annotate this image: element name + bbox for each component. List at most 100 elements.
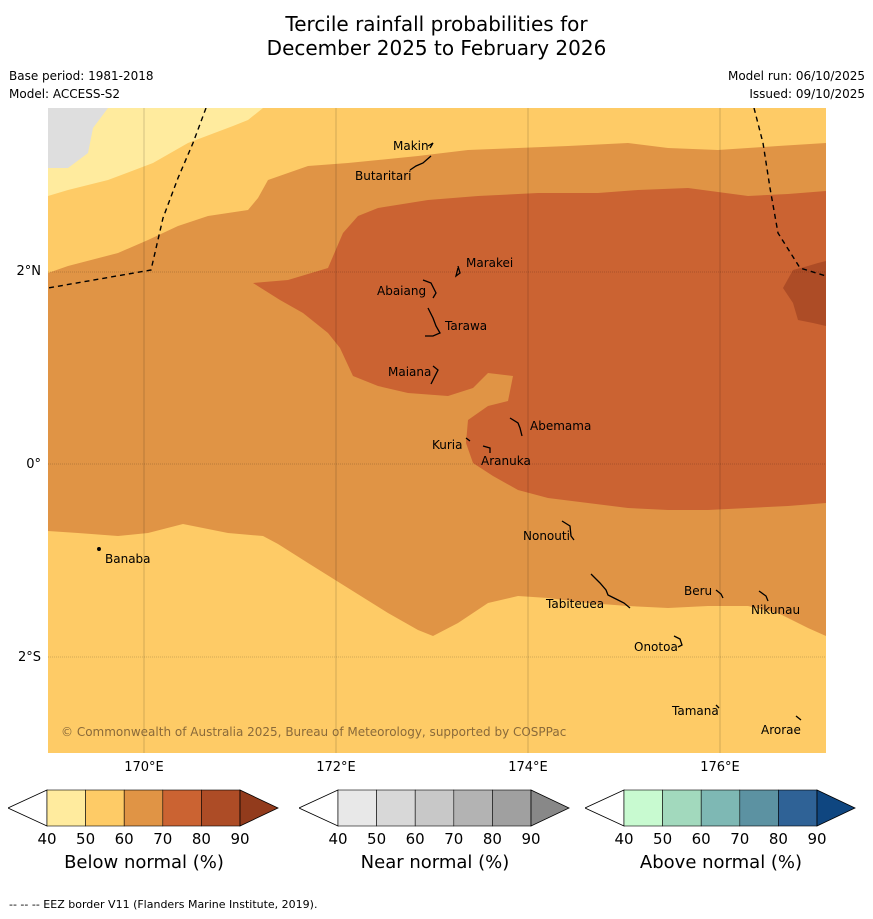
colorbar-near-normal: 40 50 60 70 80 90: [299, 789, 570, 848]
maiana-island: [430, 365, 439, 385]
nonouti-island: [561, 520, 575, 541]
colorbar-segment: [492, 789, 532, 827]
aranuka-island: [482, 445, 491, 453]
place-label-tabiteuea: Tabiteuea: [545, 597, 604, 611]
region-near-normal: [48, 108, 108, 168]
colorbar-extend-low: [299, 789, 339, 827]
chart-title: Tercile rainfall probabilities for Decem…: [0, 12, 873, 60]
place-label-marakei: Marakei: [466, 256, 513, 270]
place-label-nikunau: Nikunau: [751, 603, 800, 617]
colorbar-segment: [453, 789, 493, 827]
lat-label-2s: 2°S: [17, 650, 41, 665]
place-label-tarawa: Tarawa: [444, 319, 487, 333]
region-below-80-90: [783, 261, 826, 326]
colorbar-tick-label: 70: [730, 830, 749, 848]
colorbar-tick-label: 80: [769, 830, 788, 848]
colorbar-below-normal: 40 50 60 70 80 90: [8, 789, 279, 848]
colorbar-tick-label: 50: [76, 830, 95, 848]
eez-footnote: -- -- -- EEZ border V11 (Flanders Marine…: [9, 898, 318, 911]
tarawa-island: [425, 307, 441, 337]
onotoa-island: [673, 635, 683, 648]
tabiteuea-island: [590, 573, 631, 609]
abaiang-island: [422, 279, 437, 299]
abemama-island: [509, 417, 523, 437]
colorbar-tick-label: 80: [192, 830, 211, 848]
place-label-makin: Makin: [393, 139, 429, 153]
lat-label-0: 0°: [26, 457, 41, 472]
colorbar-extend-high: [816, 789, 856, 827]
colorbar-tick-label: 40: [37, 830, 56, 848]
colorbar-tick-label: 90: [230, 830, 249, 848]
colorbar-tick-label: 60: [115, 830, 134, 848]
place-label-nonouti: Nonouti: [523, 529, 570, 543]
colorbar-extend-low: [8, 789, 48, 827]
makin-island: [427, 142, 434, 149]
colorbar-tick-label: 70: [153, 830, 172, 848]
colorbar-title-above: Above normal (%): [639, 852, 803, 873]
eez-border: [48, 108, 826, 289]
colorbar-segment: [46, 789, 86, 827]
lon-label-176e: 176°E: [700, 760, 740, 775]
colorbar-segment: [778, 789, 818, 827]
colorbar-segment: [623, 789, 663, 827]
base-period: Base period: 1981-2018: [9, 69, 154, 83]
colorbar-segment: [662, 789, 702, 827]
place-label-aranuka: Aranuka: [481, 454, 531, 468]
title-line-2: December 2025 to February 2026: [266, 36, 607, 60]
eez-border-east: [753, 108, 826, 277]
place-label-tamana: Tamana: [671, 704, 719, 718]
colorbar-tick-label: 90: [521, 830, 540, 848]
colorbar-title-below: Below normal (%): [64, 852, 224, 873]
place-label-butaritari: Butaritari: [355, 169, 412, 183]
colorbar-tick-label: 90: [807, 830, 826, 848]
lon-label-170e: 170°E: [124, 760, 164, 775]
region-below-70-80: [253, 188, 826, 510]
lon-label-174e: 174°E: [508, 760, 548, 775]
rainfall-probability-map: Makin Butaritari Marakei Abaiang Tarawa …: [48, 108, 826, 753]
banaba-island: [97, 547, 101, 551]
colorbar-above-normal: 40 50 60 70 80 90: [585, 789, 856, 848]
colorbar-tick-label: 50: [367, 830, 386, 848]
nikunau-island: [758, 590, 769, 602]
place-label-abemama: Abemama: [530, 419, 591, 433]
colorbar-title-near: Near normal (%): [360, 852, 510, 873]
islands: [97, 142, 802, 721]
place-label-onotoa: Onotoa: [634, 640, 678, 654]
butaritari-island: [409, 155, 432, 171]
colorbar-segment: [700, 789, 741, 827]
colorbar-extend-low: [585, 789, 625, 827]
region-below-40-50: [48, 108, 263, 196]
model-name: Model: ACCESS-S2: [9, 87, 121, 101]
lon-label-172e: 172°E: [316, 760, 356, 775]
place-label-kuria: Kuria: [432, 438, 463, 452]
place-label-beru: Beru: [684, 584, 712, 598]
graticule: [48, 108, 826, 753]
place-label-abaiang: Abaiang: [377, 284, 426, 298]
kuria-island: [465, 437, 471, 442]
colorbar-extend-high: [239, 789, 279, 827]
colorbar-segment: [739, 789, 779, 827]
place-label-arorae: Arorae: [761, 723, 801, 737]
colorbar-tick-label: 60: [406, 830, 425, 848]
colorbar-tick-label: 50: [653, 830, 672, 848]
colorbar-segment: [337, 789, 377, 827]
title-line-1: Tercile rainfall probabilities for: [285, 12, 588, 36]
colorbar-segment: [162, 789, 202, 827]
colorbar-extend-high: [530, 789, 570, 827]
tamana-island: [715, 704, 720, 709]
lat-label-2n: 2°N: [16, 264, 42, 279]
marakei-island: [454, 265, 461, 278]
beru-island: [715, 589, 724, 599]
colorbar-tick-label: 60: [692, 830, 711, 848]
arorae-island: [795, 715, 802, 721]
colorbar-segment: [414, 789, 455, 827]
colorbar-tick-label: 40: [614, 830, 633, 848]
copyright-notice: © Commonwealth of Australia 2025, Bureau…: [61, 725, 566, 739]
place-label-banaba: Banaba: [105, 552, 151, 566]
colorbar-segment: [85, 789, 125, 827]
colorbar-tick-label: 70: [444, 830, 463, 848]
meta-right: Model run: 06/10/2025 Issued: 09/10/2025: [728, 67, 865, 103]
model-run: Model run: 06/10/2025: [727, 69, 865, 83]
colorbar-tick-label: 80: [483, 830, 502, 848]
colorbar-segment: [376, 789, 416, 827]
